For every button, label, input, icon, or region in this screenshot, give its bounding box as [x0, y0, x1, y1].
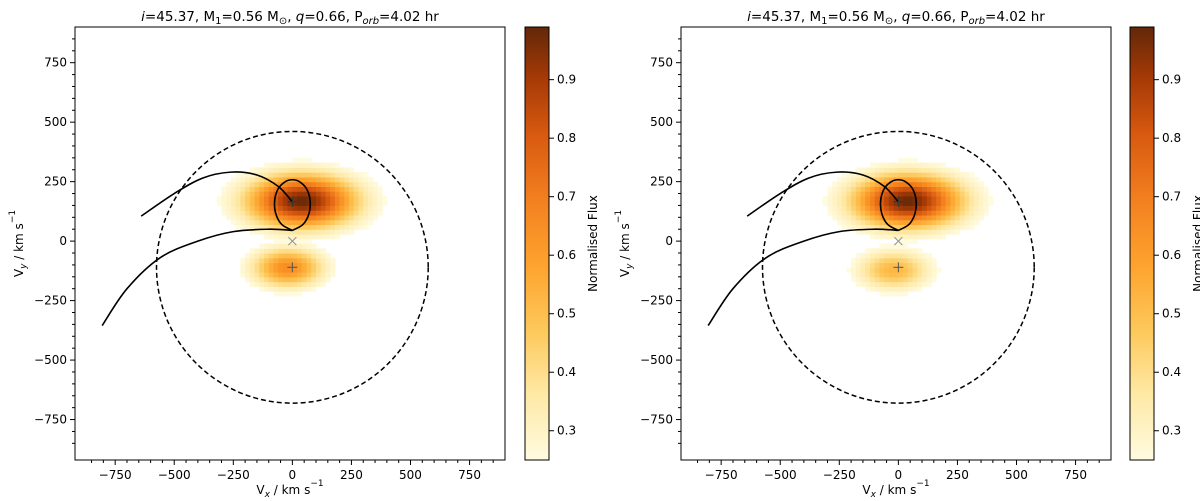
ballistic-stream-line	[140, 171, 293, 217]
y-tick-label: 750	[44, 56, 67, 70]
x-tick-label: 0	[895, 468, 903, 482]
x-tick-label: 500	[399, 468, 422, 482]
x-tick-label: 250	[340, 468, 363, 482]
x-tick-label: 250	[946, 468, 969, 482]
y-tick-label: 500	[44, 115, 67, 129]
chart-title: i=45.37, M1=0.56 M⊙, q=0.66, Porb=4.02 h…	[747, 9, 1045, 27]
x-tick-label: −500	[764, 468, 797, 482]
x-tick-label: −250	[217, 468, 250, 482]
x-tick-label: −250	[823, 468, 856, 482]
y-axis-ticks: 750 500 250 0 −250 −500 −750	[34, 38, 75, 444]
x-axis-ticks: −750 −500 −250 0 250 500 750	[91, 460, 494, 482]
colorbar	[1129, 26, 1155, 461]
primary-plus-marker	[287, 262, 298, 273]
plot-frame	[680, 26, 1112, 461]
x-axis-label: Vx / km s−1	[862, 479, 929, 500]
colorbar-tick-label: 0.9	[557, 73, 576, 87]
x-axis-label: Vx / km s−1	[256, 479, 323, 500]
y-tick-label: −250	[34, 294, 67, 308]
y-tick-label: −250	[640, 294, 673, 308]
colorbar-tick-label: 0.7	[1162, 190, 1181, 204]
keplerian-stream-line	[101, 228, 293, 327]
ballistic-stream-line	[746, 171, 899, 217]
plot-frame	[74, 26, 506, 461]
center-of-mass-x-marker	[287, 236, 297, 246]
y-tick-label: −500	[34, 353, 67, 367]
colorbar-tick-label: 0.3	[557, 424, 576, 438]
primary-plus-marker	[893, 262, 904, 273]
y-axis-ticks: 750 500 250 0 −250 −500 −750	[640, 38, 681, 444]
colorbar-label: Normalised Flux	[1191, 195, 1200, 292]
y-tick-label: −750	[640, 413, 673, 427]
colorbar-ticks: 0.3 0.4 0.5 0.6 0.7 0.8 0.9	[549, 73, 576, 438]
dashed-disc-circle	[155, 130, 429, 404]
colorbar-label: Normalised Flux	[586, 195, 600, 292]
x-tick-label: 750	[1064, 468, 1087, 482]
doppler-map-right: −750 −500 −250 0 250 500 750 750 500 250 0 −250 −50…	[614, 9, 1200, 500]
emission-map	[216, 157, 388, 297]
colorbar-tick-label: 0.6	[1162, 248, 1181, 262]
y-tick-label: 750	[650, 56, 673, 70]
colorbar-tick-label: 0.4	[557, 365, 576, 379]
roche-lobe-outline	[273, 178, 312, 232]
x-tick-label: −750	[99, 468, 132, 482]
x-tick-label: −750	[705, 468, 738, 482]
colorbar-tick-label: 0.5	[1162, 307, 1181, 321]
center-of-mass-x-marker	[893, 236, 903, 246]
y-axis-label: Vy / km s−1	[614, 210, 635, 277]
colorbar-tick-label: 0.3	[1162, 424, 1181, 438]
doppler-map-left: −750 −500 −250 0 250 500 750 750 500 250 0 −250 −50…	[8, 9, 600, 500]
roche-lobe-outline	[879, 178, 918, 232]
chart-title: i=45.37, M1=0.56 M⊙, q=0.66, Porb=4.02 h…	[141, 9, 439, 27]
x-tick-label: 750	[458, 468, 481, 482]
dashed-disc-circle	[761, 130, 1035, 404]
colorbar-tick-label: 0.7	[557, 190, 576, 204]
y-tick-label: 250	[44, 175, 67, 189]
colorbar-tick-label: 0.6	[557, 248, 576, 262]
x-tick-label: 500	[1005, 468, 1028, 482]
colorbar-tick-label: 0.8	[1162, 131, 1181, 145]
x-tick-label: 0	[289, 468, 297, 482]
colorbar-ticks: 0.3 0.4 0.5 0.6 0.7 0.8 0.9	[1154, 73, 1181, 438]
colorbar-tick-label: 0.4	[1162, 365, 1181, 379]
colorbar-tick-label: 0.8	[557, 131, 576, 145]
y-tick-label: 500	[650, 115, 673, 129]
secondary-plus-marker	[287, 196, 298, 207]
colorbar	[524, 26, 550, 461]
keplerian-stream-line	[707, 228, 899, 327]
y-axis-label: Vy / km s−1	[8, 210, 29, 277]
y-tick-label: 250	[650, 175, 673, 189]
secondary-plus-marker	[893, 196, 904, 207]
y-tick-label: −750	[34, 413, 67, 427]
x-axis-ticks: −750 −500 −250 0 250 500 750	[697, 460, 1100, 482]
x-tick-label: −500	[158, 468, 191, 482]
colorbar-tick-label: 0.5	[557, 307, 576, 321]
y-tick-label: −500	[640, 353, 673, 367]
y-tick-label: 0	[665, 234, 673, 248]
emission-map	[822, 157, 994, 297]
colorbar-tick-label: 0.9	[1162, 73, 1181, 87]
y-tick-label: 0	[59, 234, 67, 248]
